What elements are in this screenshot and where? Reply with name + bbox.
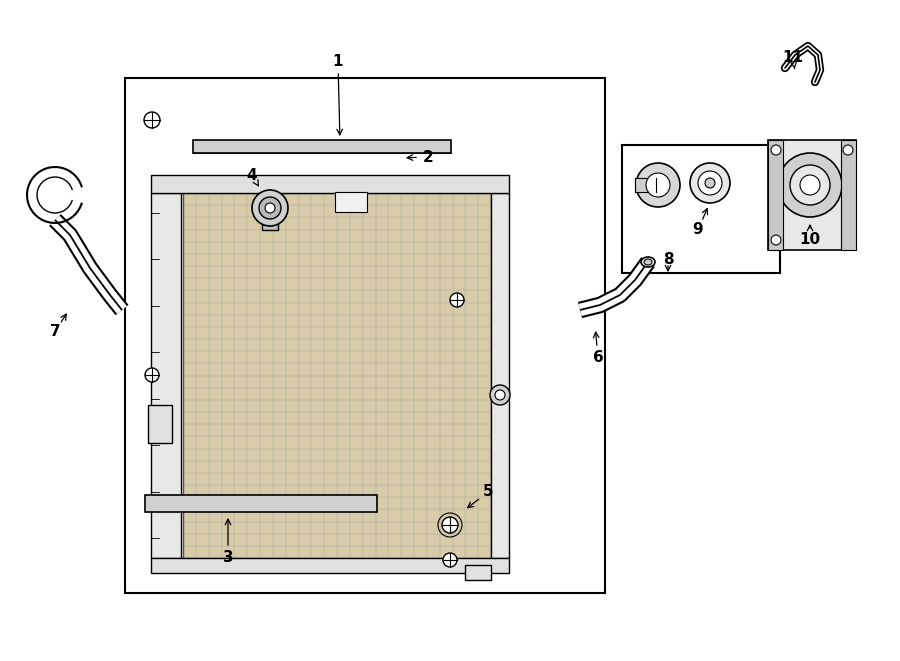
Text: 6: 6 bbox=[592, 350, 603, 364]
Bar bbox=[635, 178, 657, 192]
Ellipse shape bbox=[644, 259, 652, 265]
Circle shape bbox=[705, 178, 715, 188]
Circle shape bbox=[144, 112, 160, 128]
Bar bbox=[335, 192, 367, 212]
Text: 8: 8 bbox=[662, 253, 673, 268]
Text: 2: 2 bbox=[423, 149, 434, 165]
Circle shape bbox=[771, 235, 781, 245]
Circle shape bbox=[145, 368, 159, 382]
Circle shape bbox=[490, 385, 510, 405]
Bar bbox=[183, 193, 491, 558]
Bar bbox=[145, 495, 377, 512]
Bar bbox=[622, 145, 780, 273]
Circle shape bbox=[636, 163, 680, 207]
Bar bbox=[183, 193, 491, 558]
Bar bbox=[151, 193, 181, 558]
Text: 1: 1 bbox=[333, 54, 343, 69]
Bar bbox=[465, 565, 491, 580]
Bar bbox=[768, 140, 856, 250]
Text: 11: 11 bbox=[782, 50, 804, 65]
Bar bbox=[193, 140, 451, 153]
Bar bbox=[148, 405, 172, 443]
Circle shape bbox=[800, 175, 820, 195]
Text: 7: 7 bbox=[50, 325, 60, 340]
Bar bbox=[151, 558, 509, 573]
Ellipse shape bbox=[641, 257, 655, 267]
Text: 9: 9 bbox=[693, 223, 703, 237]
Text: 3: 3 bbox=[222, 549, 233, 564]
Text: 5: 5 bbox=[482, 485, 493, 500]
Text: 10: 10 bbox=[799, 233, 821, 247]
Circle shape bbox=[450, 293, 464, 307]
Text: 4: 4 bbox=[247, 167, 257, 182]
Circle shape bbox=[646, 173, 670, 197]
Circle shape bbox=[843, 145, 853, 155]
Circle shape bbox=[443, 553, 457, 567]
Bar bbox=[768, 140, 783, 250]
Circle shape bbox=[771, 145, 781, 155]
Circle shape bbox=[495, 390, 505, 400]
Circle shape bbox=[698, 171, 722, 195]
Bar bbox=[841, 140, 856, 250]
Bar bbox=[262, 208, 278, 230]
Circle shape bbox=[442, 517, 458, 533]
Circle shape bbox=[778, 153, 842, 217]
Circle shape bbox=[259, 197, 281, 219]
Circle shape bbox=[252, 190, 288, 226]
Bar bbox=[125, 78, 605, 593]
Circle shape bbox=[690, 163, 730, 203]
Circle shape bbox=[265, 203, 275, 213]
Circle shape bbox=[790, 165, 830, 205]
Bar bbox=[491, 193, 509, 558]
Bar bbox=[151, 175, 509, 193]
